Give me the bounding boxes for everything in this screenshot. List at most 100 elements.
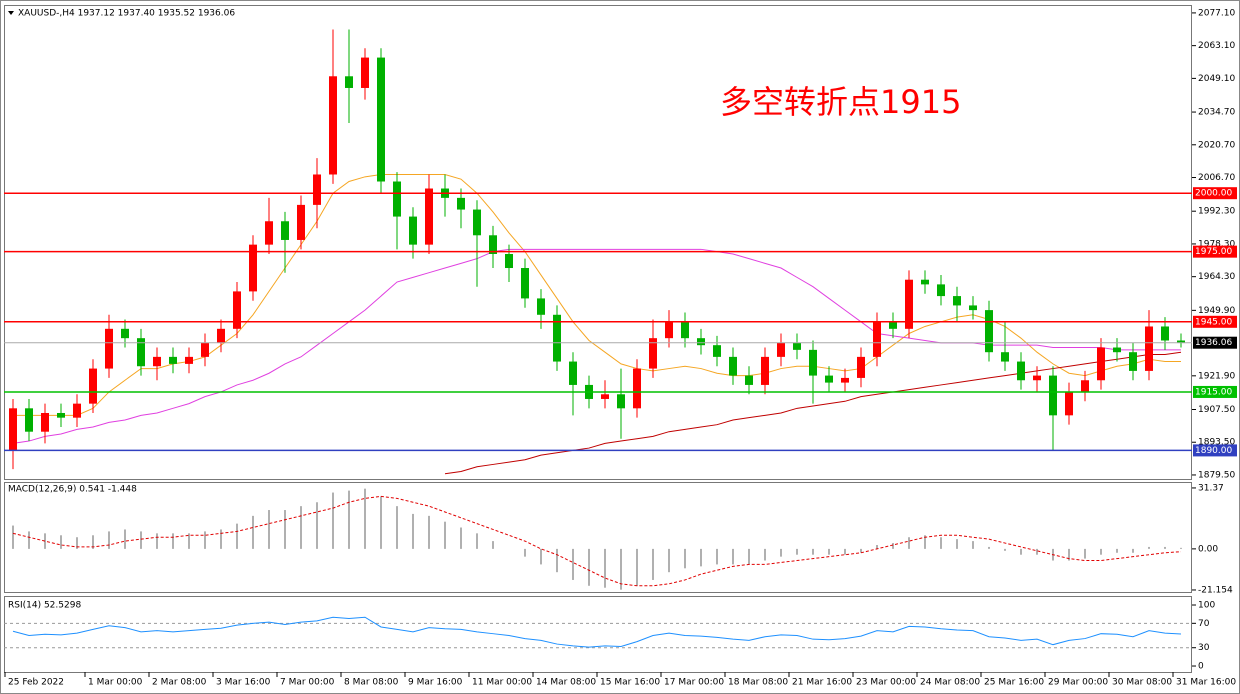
x-tick-label: 21 Mar 16:00 — [792, 678, 852, 688]
candle-body — [985, 310, 993, 353]
x-tick-label: 1 Mar 00:00 — [88, 678, 143, 688]
candle-body — [761, 356, 769, 385]
candle-body — [745, 375, 753, 385]
candle-body — [377, 57, 385, 182]
candle-body — [329, 76, 337, 175]
candle-body — [409, 216, 417, 245]
candle-body — [633, 368, 641, 409]
level-label: 1945.00 — [1195, 317, 1232, 327]
candle-body — [569, 361, 577, 385]
level-tag — [1193, 187, 1237, 200]
candle-body — [809, 349, 817, 376]
candle-body — [25, 408, 33, 432]
candle-body — [937, 284, 945, 297]
level-tag — [1193, 245, 1237, 258]
candle-body — [1033, 375, 1041, 381]
candle-body — [1001, 352, 1009, 362]
candle-body — [1065, 391, 1073, 416]
candle-body — [1129, 352, 1137, 371]
candle-body — [889, 321, 897, 329]
candle-body — [265, 221, 273, 245]
candle-body — [41, 412, 49, 432]
y-tick-label: 30 — [1198, 643, 1210, 653]
candle-body — [681, 321, 689, 339]
y-tick-label: 1978.30 — [1198, 239, 1235, 249]
y-tick-label: 2077.10 — [1198, 8, 1235, 18]
candle-body — [249, 244, 257, 292]
level-label: 2000.00 — [1195, 189, 1232, 199]
candle-body — [169, 356, 177, 364]
candle-body — [521, 268, 529, 299]
candle-body — [713, 345, 721, 357]
x-tick-label: 14 Mar 08:00 — [536, 678, 596, 688]
y-tick-label: 1893.50 — [1198, 438, 1235, 448]
y-tick-label: 2063.10 — [1198, 41, 1235, 51]
candle-body — [649, 338, 657, 369]
candle-body — [1177, 340, 1185, 343]
candle-body — [137, 338, 145, 367]
candle-body — [297, 204, 305, 240]
y-tick-label: 0 — [1198, 662, 1204, 672]
x-tick-label: 25 Mar 16:00 — [984, 678, 1044, 688]
y-tick-label: 2049.10 — [1198, 74, 1235, 84]
x-tick-label: 29 Mar 00:00 — [1048, 678, 1108, 688]
level-tag — [1193, 444, 1237, 457]
candle-body — [553, 314, 561, 362]
main-panel — [4, 5, 1192, 480]
candle-body — [921, 279, 929, 285]
level-label: 1890.00 — [1195, 446, 1232, 456]
candle-body — [777, 342, 785, 357]
moving-average — [444, 351, 1182, 475]
x-tick-label: 11 Mar 00:00 — [472, 678, 532, 688]
candle-body — [9, 408, 17, 451]
candle-body — [473, 209, 481, 236]
x-tick-label: 8 Mar 08:00 — [344, 678, 399, 688]
y-tick-label: 1879.50 — [1198, 470, 1235, 480]
candle-body — [505, 253, 513, 269]
level-tag — [1193, 385, 1237, 398]
rsi-line — [12, 616, 1182, 648]
x-tick-label: 25 Feb 2022 — [8, 678, 64, 688]
candle-body — [361, 57, 369, 88]
candle-body — [1097, 347, 1105, 381]
x-tick-label: 3 Mar 16:00 — [216, 678, 271, 688]
candle-body — [617, 394, 625, 409]
y-tick-label: 2006.70 — [1198, 173, 1235, 183]
y-tick-label: 2020.70 — [1198, 140, 1235, 150]
x-tick-label: 9 Mar 16:00 — [408, 678, 463, 688]
last-price-tag — [1193, 336, 1237, 349]
x-tick-label: 2 Mar 08:00 — [152, 678, 207, 688]
x-tick-label: 18 Mar 08:00 — [728, 678, 788, 688]
candle-body — [1017, 361, 1025, 381]
candle-body — [1161, 326, 1169, 341]
y-tick-label: 2034.70 — [1198, 108, 1235, 118]
candle-body — [121, 328, 129, 339]
candle-body — [905, 279, 913, 329]
y-tick-label: 31.37 — [1198, 483, 1224, 493]
y-tick-label: 100 — [1198, 601, 1215, 611]
candle-body — [313, 174, 321, 205]
candle-body — [1113, 347, 1121, 353]
rsi-panel — [4, 596, 1192, 673]
x-tick-label: 7 Mar 00:00 — [280, 678, 335, 688]
candle-body — [217, 328, 225, 343]
menu-triangle[interactable] — [8, 11, 14, 15]
candle-body — [793, 342, 801, 350]
macd-signal — [12, 495, 1182, 587]
y-tick-label: 1949.90 — [1198, 306, 1235, 316]
candle-body — [57, 412, 65, 418]
candle-body — [1145, 326, 1153, 371]
candle-body — [393, 181, 401, 217]
candle-body — [281, 221, 289, 240]
x-tick-label: 15 Mar 16:00 — [600, 678, 660, 688]
y-tick-label: 70 — [1198, 619, 1210, 629]
y-tick-label: 1907.50 — [1198, 405, 1235, 415]
level-label: 1915.00 — [1195, 387, 1232, 397]
candle-body — [425, 188, 433, 245]
candle-body — [537, 298, 545, 315]
x-tick-label: 30 Mar 08:00 — [1112, 678, 1172, 688]
y-tick-label: 0.00 — [1198, 544, 1218, 554]
last-price-label: 1936.06 — [1195, 338, 1232, 348]
